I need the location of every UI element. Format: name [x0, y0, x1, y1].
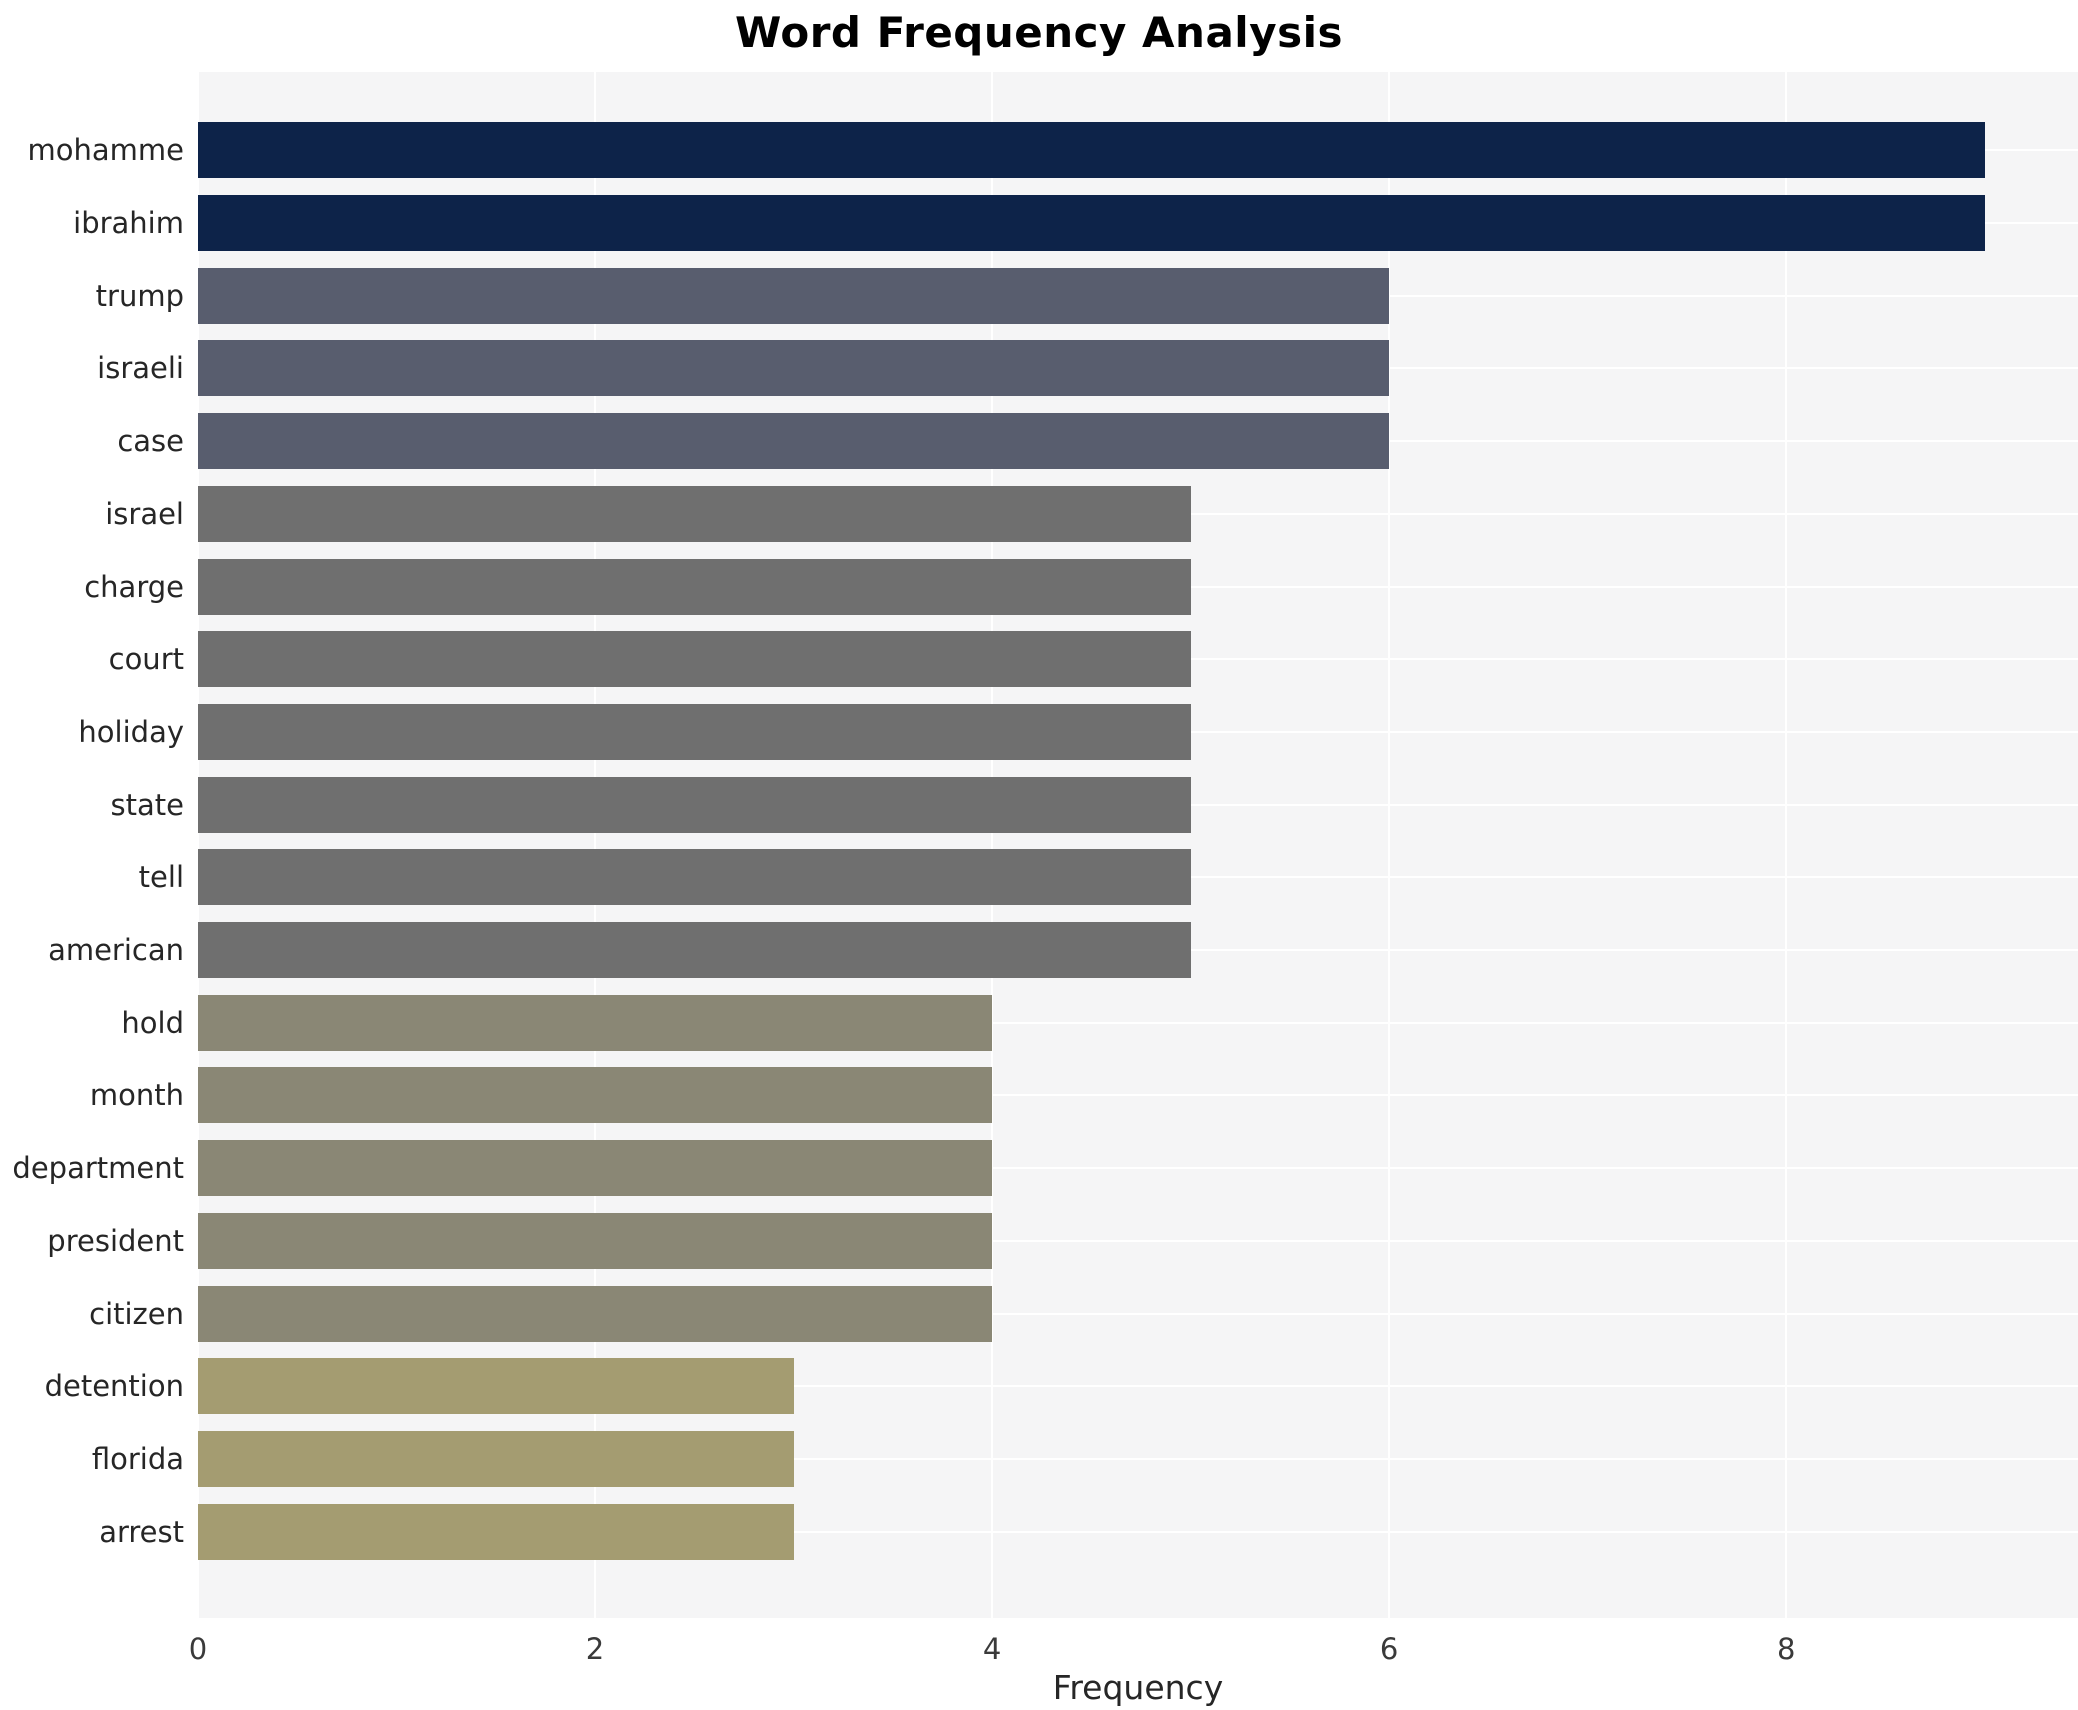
y-label-mohamme: mohamme	[27, 133, 184, 168]
bar-ibrahim	[198, 195, 1985, 252]
bar-month	[198, 1067, 993, 1124]
y-label-department: department	[12, 1151, 184, 1186]
horizontal-gridline	[198, 1530, 2078, 1533]
horizontal-gridline	[198, 1239, 2078, 1242]
vertical-gridline	[594, 72, 597, 1618]
bar-charge	[198, 558, 1191, 615]
chart-title: Word Frequency Analysis	[735, 8, 1343, 57]
x-tick-6: 6	[1379, 1632, 1399, 1666]
horizontal-gridline	[198, 1167, 2078, 1170]
y-label-court: court	[108, 642, 184, 677]
bar-israeli	[198, 340, 1390, 397]
vertical-gridline	[1388, 72, 1391, 1618]
bar-trump	[198, 267, 1390, 324]
bar-department	[198, 1140, 993, 1197]
y-label-case: case	[117, 424, 184, 459]
vertical-gridline	[197, 72, 199, 1618]
y-label-month: month	[89, 1078, 184, 1113]
x-axis-title: Frequency	[1052, 1668, 1224, 1707]
y-label-detention: detention	[44, 1369, 184, 1404]
x-tick-2: 2	[585, 1632, 605, 1666]
bar-court	[198, 631, 1191, 688]
bar-hold	[198, 994, 993, 1051]
horizontal-gridline	[198, 1385, 2078, 1388]
bar-arrest	[198, 1503, 794, 1560]
vertical-gridline	[991, 72, 994, 1618]
x-tick-4: 4	[982, 1632, 1002, 1666]
bar-case	[198, 413, 1390, 470]
x-tick-0: 0	[188, 1632, 208, 1666]
y-label-holiday: holiday	[78, 714, 184, 749]
x-tick-8: 8	[1776, 1632, 1796, 1666]
vertical-gridline	[1785, 72, 1788, 1618]
y-label-tell: tell	[138, 860, 184, 895]
y-label-arrest: arrest	[99, 1514, 184, 1549]
bar-israel	[198, 485, 1191, 542]
bar-mohamme	[198, 122, 1985, 179]
plot-area	[197, 72, 2078, 1618]
y-label-ibrahim: ibrahim	[73, 206, 184, 241]
y-label-trump: trump	[95, 278, 184, 313]
horizontal-gridline	[198, 1457, 2078, 1460]
y-label-state: state	[110, 787, 184, 822]
bar-florida	[198, 1430, 794, 1487]
horizontal-gridline	[198, 1021, 2078, 1024]
y-label-israel: israel	[105, 496, 184, 531]
bar-president	[198, 1212, 993, 1269]
bar-state	[198, 776, 1191, 833]
bar-detention	[198, 1358, 794, 1415]
y-label-president: president	[47, 1223, 184, 1258]
bar-tell	[198, 849, 1191, 906]
y-label-charge: charge	[84, 569, 184, 604]
horizontal-gridline	[198, 1312, 2078, 1315]
y-label-israeli: israeli	[97, 351, 184, 386]
bar-american	[198, 922, 1191, 979]
bar-citizen	[198, 1285, 993, 1342]
y-label-florida: florida	[91, 1441, 184, 1476]
y-label-citizen: citizen	[89, 1296, 184, 1331]
y-label-hold: hold	[121, 1005, 184, 1040]
bar-holiday	[198, 703, 1191, 760]
y-label-american: american	[48, 933, 184, 968]
horizontal-gridline	[198, 1094, 2078, 1097]
